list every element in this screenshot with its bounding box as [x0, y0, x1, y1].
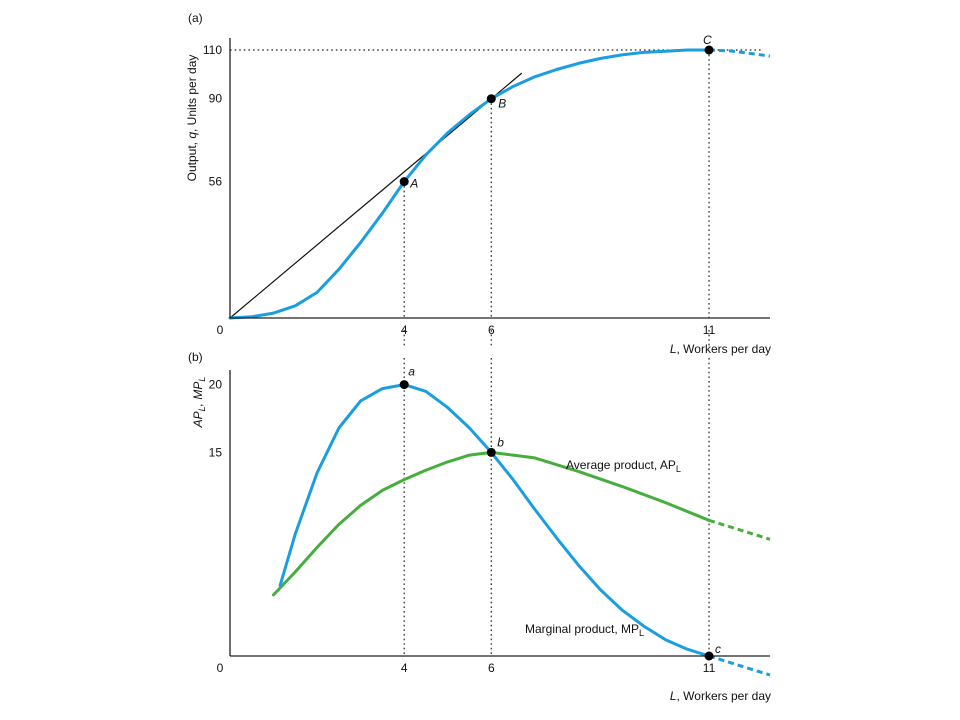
panel-b: (b) APL, MPL 0 4 6 11 15 20 a b c Average produ… [188, 350, 771, 703]
panel-a-reference-lines [230, 49, 762, 346]
x-tick-label-origin: 0 [217, 661, 224, 675]
y-tick-label: 15 [209, 445, 223, 459]
point-c [704, 651, 714, 661]
average-product-label: Average product, APL [566, 458, 681, 474]
point-label-b: b [497, 435, 504, 449]
point-C [704, 45, 714, 55]
panel-b-label: (b) [188, 350, 203, 364]
panel-b-x-axis-label: L, Workers per day [670, 689, 771, 703]
marginal-product-label: Marginal product, MPL [525, 622, 644, 638]
point-label-C: C [703, 33, 712, 47]
panel-b-reference-lines [403, 358, 710, 656]
point-label-B: B [498, 97, 506, 111]
panel-b-points: a b c [399, 365, 721, 661]
panel-a-curves [228, 48, 771, 320]
x-tick-label: 6 [488, 323, 495, 337]
x-tick-label: 4 [401, 323, 408, 337]
point-b [486, 447, 496, 457]
panel-a-label: (a) [188, 11, 203, 25]
average-product-curve-extension [708, 518, 771, 541]
y-tick-label: 110 [203, 43, 222, 57]
tangent-ray [229, 72, 523, 319]
y-tick-label: 20 [209, 378, 223, 392]
marginal-product-curve-extension [708, 654, 771, 677]
x-tick-label: 11 [703, 323, 716, 337]
panel-a-points: A B C [399, 33, 714, 191]
x-tick-label: 6 [488, 661, 495, 675]
point-label-c: c [715, 642, 721, 656]
point-label-A: A [409, 177, 418, 191]
point-a [399, 380, 409, 390]
panel-a: (a) Output, q, Units per day 0 4 6 11 56 90 11… [185, 11, 771, 356]
point-B [486, 94, 496, 104]
average-product-curve [272, 450, 711, 597]
x-tick-label-origin: 0 [217, 323, 224, 337]
panel-a-y-axis-label: Output, q, Units per day [185, 55, 199, 182]
total-product-curve-extension [708, 48, 771, 58]
panel-a-tick-labels: 0 4 6 11 56 90 110 [203, 43, 716, 337]
x-tick-label: 4 [401, 661, 408, 675]
panel-a-x-axis-label: L, Workers per day [670, 342, 771, 356]
y-tick-label: 90 [209, 92, 223, 106]
panel-b-tick-labels: 0 4 6 11 15 20 [209, 378, 716, 675]
total-product-curve [228, 48, 711, 320]
point-A [399, 177, 409, 187]
panel-b-curves [272, 383, 771, 677]
x-tick-label: 11 [703, 661, 716, 675]
y-tick-label: 56 [209, 175, 223, 189]
panel-b-y-axis-label: APL, MPL [191, 377, 207, 429]
point-label-a: a [408, 365, 415, 379]
